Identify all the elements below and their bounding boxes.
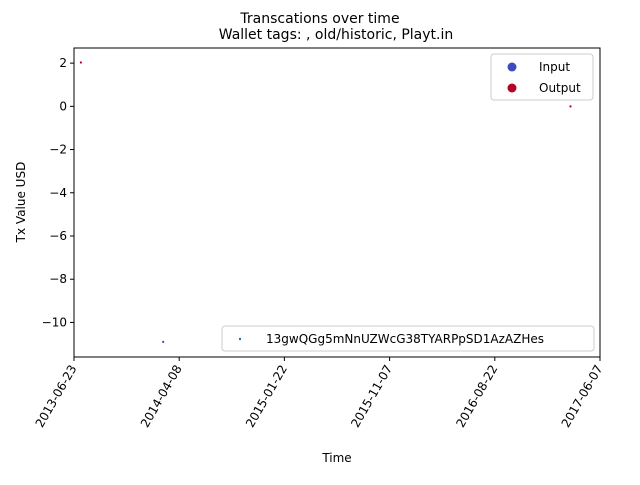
y-tick-label: −4 [49, 186, 67, 200]
y-tick-label: 2 [59, 56, 67, 70]
x-axis-label: Time [321, 451, 351, 465]
legend-input-marker [507, 62, 517, 72]
point-output [79, 61, 83, 64]
x-axis: 2013-06-23 2014-04-08 2015-01-22 2015-11-07… [33, 357, 606, 430]
legend-type-frame [490, 53, 594, 101]
y-axis: 2 0 −2 −4 −6 −8 −10 [42, 56, 74, 329]
legend-address-frame [221, 325, 595, 352]
legend-output-marker [507, 83, 517, 93]
data-points [79, 61, 572, 343]
plot-area [73, 47, 601, 358]
legend-address-label: 13gwQGg5mNnUZWcG38TYARPpSD1AzAZHes [266, 332, 544, 346]
point-output [569, 105, 572, 108]
legend-type: Input Output [490, 53, 594, 101]
y-tick-label: −6 [49, 229, 67, 243]
x-tick-label: 2015-01-22 [243, 363, 290, 430]
x-tick-label: 2016-08-22 [453, 363, 500, 430]
x-tick-label: 2013-06-23 [33, 363, 80, 430]
y-tick-label: −8 [49, 272, 67, 286]
chart-title: Transcations over time [239, 11, 399, 27]
point-input [162, 340, 165, 343]
x-tick-label: 2015-11-07 [348, 363, 395, 430]
legend-output-label: Output [539, 81, 581, 95]
y-tick-label: 0 [59, 99, 67, 113]
legend-input-label: Input [539, 60, 570, 74]
chart-subtitle: Wallet tags: , old/historic, Playt.in [219, 27, 454, 43]
x-tick-label: 2017-06-07 [559, 363, 606, 430]
legend-address-marker [238, 337, 242, 341]
legend-address: 13gwQGg5mNnUZWcG38TYARPpSD1AzAZHes [221, 325, 595, 352]
x-tick-label: 2014-04-08 [138, 363, 185, 430]
y-axis-label: Tx Value USD [14, 162, 28, 244]
y-tick-label: −10 [42, 315, 67, 329]
y-tick-label: −2 [49, 143, 67, 157]
